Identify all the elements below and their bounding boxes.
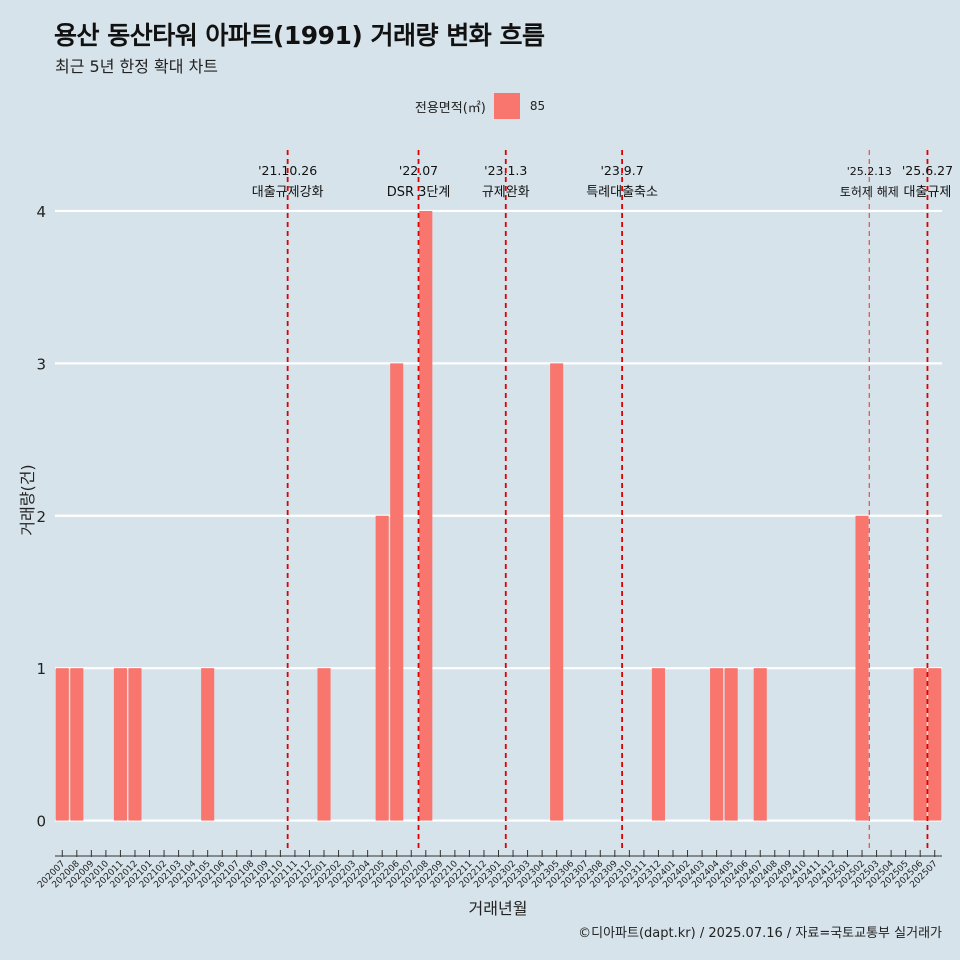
bar-202404 [710,668,724,821]
event-date-label: '23.9.7 [600,163,643,178]
event-text-label: 특례대출축소 [586,185,658,200]
y-axis-ticks: 0 1 2 3 4 [36,203,46,831]
bar-202506 [913,668,927,821]
x-axis: 2020072020082020092020102020112020122021… [36,850,942,890]
y-axis-label: 거래량(건) [18,464,37,535]
bar-202407 [753,668,767,821]
bar-202305 [550,363,564,821]
y-tick-label: 4 [36,203,46,221]
event-text-label: 규제완화 [482,185,530,200]
event-date-label: '21.10.26 [258,163,317,178]
bar-202007 [55,668,69,821]
y-tick-label: 1 [36,660,46,678]
legend: 전용면적(㎡) 85 [0,93,960,119]
gridlines [55,209,942,822]
x-axis-label: 거래년월 [469,899,528,918]
event-date-label: '25.2.13 [847,165,892,178]
bar-202405 [724,668,738,821]
legend-color-key [493,93,520,119]
event-date-label: '22.07 [399,163,438,178]
event-text-label: 대출규제 [904,185,952,200]
event-annotations: '21.10.26 대출규제강화 '22.07 DSR 3단계 '23.1.3 규제완화 '… [252,163,953,200]
bar-202011 [113,668,127,821]
chart-subtitle: 최근 5년 한정 확대 차트 [55,57,219,76]
source-caption: ©디아파트(dapt.kr) / 2025.07.16 / 자료=국토교통부 실… [578,926,942,941]
bar-202201 [317,668,331,821]
event-text-label: 토허제 해제 [840,185,899,199]
event-date-label: '23.1.3 [484,163,527,178]
bar-202507 [928,668,942,821]
y-tick-label: 3 [36,355,46,373]
bar-202008 [70,668,84,821]
chart-title: 용산 동산타워 아파트(1991) 거래량 변화 흐름 [54,21,545,50]
bars [55,210,942,821]
bar-202208 [419,210,433,821]
bar-202105 [201,668,215,821]
legend-item-label: 85 [529,99,546,113]
event-text-label: 대출규제강화 [252,185,324,200]
y-tick-label: 0 [36,813,46,831]
bar-202312 [651,668,665,821]
bar-202205 [375,515,389,821]
event-date-label: '25.6.27 [902,163,953,178]
bar-202206 [390,363,404,821]
bar-202012 [128,668,142,821]
bar-202502 [855,515,869,821]
y-tick-label: 2 [36,508,46,526]
event-text-label: DSR 3단계 [387,185,451,200]
legend-title: 전용면적(㎡) [414,100,486,116]
